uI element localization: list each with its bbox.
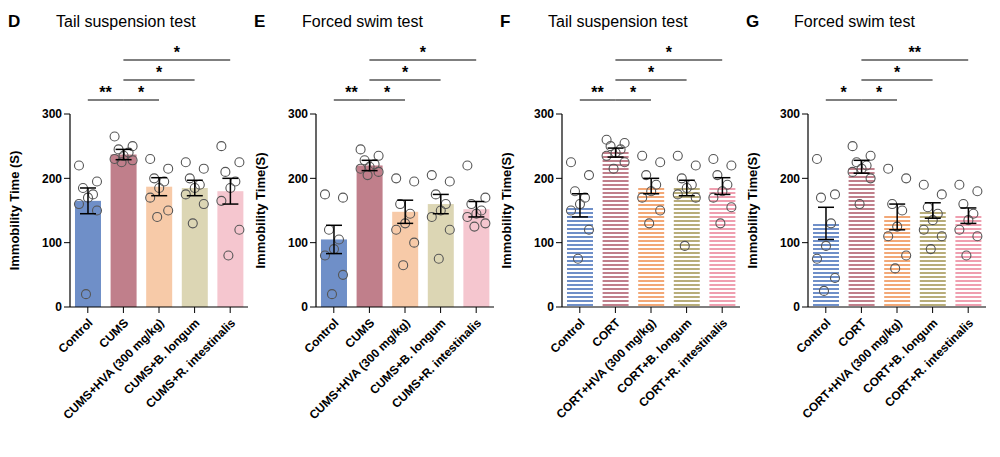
svg-text:*: *: [174, 44, 181, 61]
svg-text:200: 200: [42, 172, 62, 186]
svg-text:CORT+HVA (300 mg/kg): CORT+HVA (300 mg/kg): [553, 315, 659, 422]
svg-text:**: **: [909, 44, 922, 61]
svg-text:**: **: [345, 84, 358, 101]
svg-text:100: 100: [780, 236, 800, 250]
svg-text:Control: Control: [794, 316, 834, 356]
svg-text:CORT+B. longum: CORT+B. longum: [614, 315, 695, 397]
svg-text:*: *: [156, 64, 163, 81]
svg-text:Control: Control: [548, 316, 588, 356]
svg-text:Control: Control: [56, 316, 96, 356]
svg-text:*: *: [840, 84, 847, 101]
svg-text:CUMS+R. intestinalis: CUMS+R. intestinalis: [389, 316, 484, 411]
svg-text:0: 0: [547, 300, 554, 314]
svg-text:*: *: [402, 64, 409, 81]
svg-text:Control: Control: [302, 316, 342, 356]
html-text:Tail suspension test: Tail suspension test: [548, 13, 688, 30]
svg-text:Immobility Time (S): Immobility Time (S): [8, 151, 22, 271]
svg-text:CORT: CORT: [835, 315, 869, 349]
svg-text:*: *: [666, 44, 673, 61]
svg-text:0: 0: [55, 300, 62, 314]
svg-text:*: *: [138, 84, 145, 101]
svg-text:300: 300: [534, 107, 554, 121]
svg-text:*: *: [384, 84, 391, 101]
svg-text:**: **: [591, 84, 604, 101]
html-text:Tail suspension test: Tail suspension test: [56, 13, 196, 30]
svg-text:*: *: [648, 64, 655, 81]
svg-text:*: *: [894, 64, 901, 81]
svg-text:Immobility Time(S): Immobility Time(S): [254, 152, 268, 268]
svg-text:200: 200: [780, 172, 800, 186]
svg-text:100: 100: [42, 236, 62, 250]
html-text:F: F: [500, 12, 511, 31]
svg-text:CORT+R. intestinalis: CORT+R. intestinalis: [636, 316, 730, 410]
svg-text:*: *: [876, 84, 883, 101]
svg-text:200: 200: [534, 172, 554, 186]
svg-text:0: 0: [793, 300, 800, 314]
svg-text:CUMS+HVA (300 mg/kg): CUMS+HVA (300 mg/kg): [60, 315, 167, 423]
svg-text:**: **: [99, 84, 112, 101]
svg-text:100: 100: [534, 236, 554, 250]
svg-text:300: 300: [288, 107, 308, 121]
svg-text:CUMS: CUMS: [342, 315, 378, 351]
svg-text:CUMS+R. intestinalis: CUMS+R. intestinalis: [143, 316, 238, 411]
svg-text:0: 0: [301, 300, 308, 314]
svg-text:100: 100: [288, 236, 308, 250]
svg-text:CUMS: CUMS: [96, 315, 132, 351]
svg-text:*: *: [630, 84, 637, 101]
svg-text:CUMS+HVA (300 mg/kg): CUMS+HVA (300 mg/kg): [306, 315, 413, 423]
html-text:Forced swim test: Forced swim test: [794, 13, 915, 30]
svg-text:300: 300: [42, 107, 62, 121]
svg-text:Immobility Time(S): Immobility Time(S): [746, 152, 760, 268]
svg-text:Immobility Time(S): Immobility Time(S): [500, 152, 514, 268]
html-text:E: E: [254, 12, 266, 31]
svg-text:CUMS+B. longum: CUMS+B. longum: [367, 315, 449, 398]
svg-text:CORT+B. longum: CORT+B. longum: [860, 315, 941, 397]
svg-text:CORT+HVA (300 mg/kg): CORT+HVA (300 mg/kg): [799, 315, 905, 422]
html-text:G: G: [746, 12, 760, 31]
svg-text:*: *: [420, 44, 427, 61]
svg-text:CORT+R. intestinalis: CORT+R. intestinalis: [882, 316, 976, 410]
svg-text:CUMS+B. longum: CUMS+B. longum: [121, 315, 203, 398]
svg-text:CORT: CORT: [589, 315, 623, 349]
svg-text:200: 200: [288, 172, 308, 186]
html-text:D: D: [8, 12, 21, 31]
svg-text:300: 300: [780, 107, 800, 121]
html-text:Forced swim test: Forced swim test: [302, 13, 423, 30]
